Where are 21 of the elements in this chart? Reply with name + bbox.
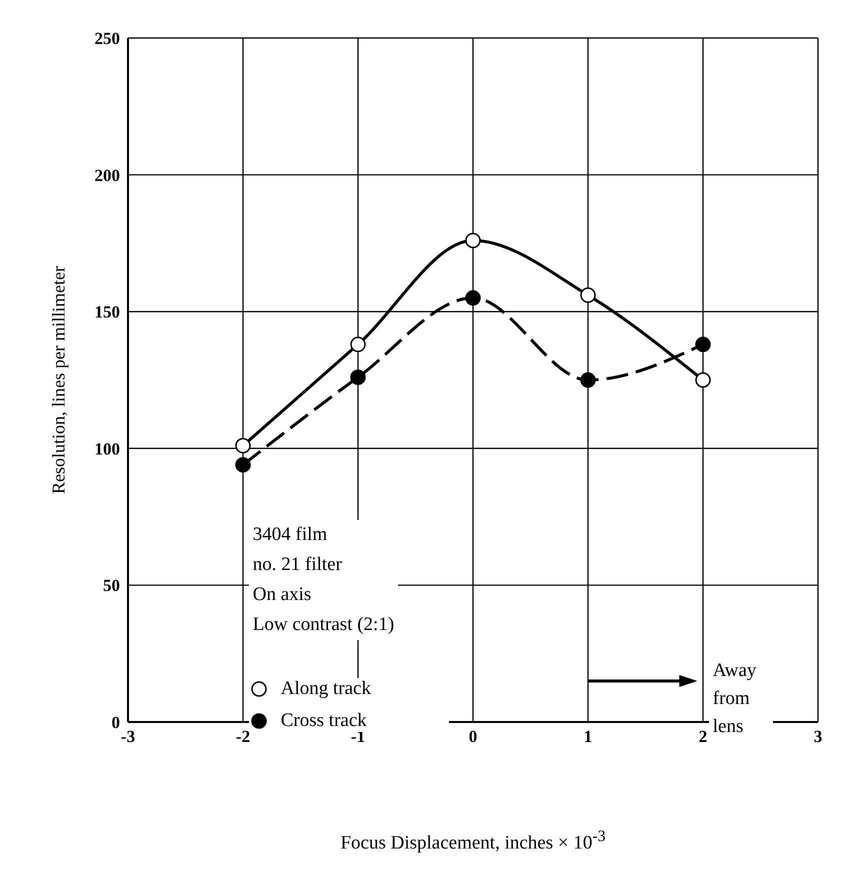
annotation: Low contrast (2:1) — [252, 612, 394, 637]
x-axis-title: Focus Displacement, inches × 10$^{-3}$ — [339, 828, 607, 854]
annotation: 3404 film — [252, 522, 328, 547]
y-tick-label: 100 — [94, 439, 120, 458]
y-axis-title: Resolution, lines per millimeter — [48, 266, 68, 494]
annotation: no. 21 filter — [252, 552, 343, 577]
x-tick-label: 1 — [584, 727, 592, 746]
y-tick-label: 200 — [94, 166, 120, 185]
y-tick-label: 250 — [94, 29, 120, 48]
annotation: On axis — [252, 582, 312, 607]
x-tick-label: 3 — [814, 727, 822, 746]
x-tick-label: 2 — [698, 727, 708, 746]
x-tick-label: -3 — [120, 727, 136, 746]
x-tick-label: -2 — [236, 727, 250, 746]
y-tick-label: 150 — [94, 302, 120, 322]
legend-label: Along track — [280, 678, 371, 700]
x-tick-label: 0 — [468, 727, 478, 746]
annotation: Away from lens — [708, 657, 773, 742]
y-tick-label: 0 — [112, 713, 120, 732]
y-tick-label: 50 — [103, 576, 120, 596]
legend-label: Cross track — [280, 710, 367, 732]
